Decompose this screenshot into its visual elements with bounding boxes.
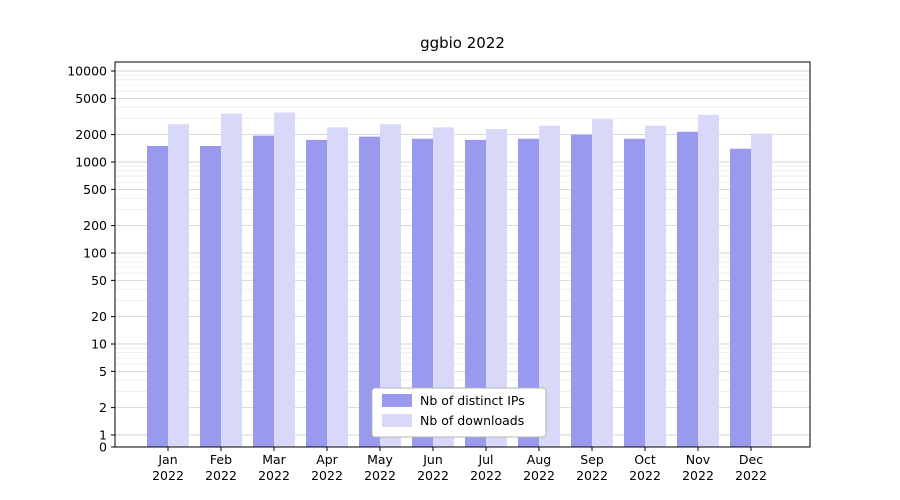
bar-distinct-ips [677, 131, 698, 447]
bar-downloads [486, 129, 507, 447]
y-tick-label: 50 [91, 273, 107, 288]
x-tick-label-month: May [367, 452, 393, 467]
bar-downloads [327, 127, 348, 447]
y-tick-label: 10000 [67, 64, 107, 79]
bar-distinct-ips [412, 138, 433, 447]
y-tick-label: 1000 [75, 155, 107, 170]
bar-distinct-ips [147, 145, 168, 447]
bar-distinct-ips [359, 136, 380, 447]
y-tick-label: 200 [83, 218, 107, 233]
x-tick-label-year: 2022 [258, 468, 290, 483]
x-tick-label-month: Oct [634, 452, 656, 467]
y-tick-label: 1 [99, 428, 107, 443]
bar-downloads [274, 112, 295, 447]
x-tick-label-year: 2022 [311, 468, 343, 483]
x-tick-label-year: 2022 [417, 468, 449, 483]
y-tick-label: 5000 [75, 91, 107, 106]
bar-distinct-ips [730, 148, 751, 448]
y-tick-label: 10 [91, 337, 107, 352]
legend-swatch [382, 394, 412, 407]
x-tick-label-year: 2022 [470, 468, 502, 483]
y-tick-label: 2000 [75, 127, 107, 142]
y-tick-label: 0 [99, 440, 107, 455]
legend-box [371, 387, 547, 438]
x-tick-label-month: Jul [477, 452, 493, 467]
bar-distinct-ips [624, 138, 645, 447]
x-tick-label-month: Jan [157, 452, 177, 467]
y-tick-label: 5 [99, 364, 107, 379]
x-tick-label-year: 2022 [523, 468, 555, 483]
x-tick-label-month: Sep [580, 452, 604, 467]
y-tick-label: 20 [91, 309, 107, 324]
x-tick-label-month: Apr [316, 452, 338, 467]
x-tick-label-year: 2022 [682, 468, 714, 483]
x-tick-label-month: Jun [422, 452, 443, 467]
x-tick-label-month: Nov [686, 452, 711, 467]
x-tick-label-year: 2022 [629, 468, 661, 483]
plot-border [114, 61, 811, 448]
x-tick-label-month: Feb [210, 452, 232, 467]
bar-distinct-ips [518, 138, 539, 447]
bar-downloads [751, 133, 772, 447]
bar-distinct-ips [465, 139, 486, 447]
x-tick-label-year: 2022 [152, 468, 184, 483]
bar-downloads [698, 114, 719, 447]
bar-downloads [168, 124, 189, 447]
x-tick-label-year: 2022 [205, 468, 237, 483]
x-tick-label-year: 2022 [735, 468, 767, 483]
y-tick-label: 500 [83, 182, 107, 197]
bar-distinct-ips [306, 139, 327, 447]
x-tick-label-year: 2022 [576, 468, 608, 483]
bar-distinct-ips [200, 145, 221, 447]
legend-label: Nb of downloads [420, 413, 524, 428]
bar-downloads [433, 127, 454, 447]
bar-downloads [380, 124, 401, 447]
bar-downloads [539, 125, 560, 447]
y-tick-label: 100 [83, 246, 107, 261]
x-tick-label-month: Aug [527, 452, 551, 467]
x-tick-label-month: Dec [739, 452, 763, 467]
legend-label: Nb of distinct IPs [420, 393, 525, 408]
x-tick-label-month: Mar [262, 452, 286, 467]
y-tick-label: 2 [99, 400, 107, 415]
bar-distinct-ips [253, 135, 274, 447]
chart-title: ggbio 2022 [420, 34, 505, 52]
legend-swatch [382, 414, 412, 427]
bar-downloads [645, 125, 666, 447]
bar-downloads [221, 113, 242, 447]
bar-downloads [592, 119, 613, 448]
x-tick-label-year: 2022 [364, 468, 396, 483]
bar-distinct-ips [571, 134, 592, 448]
